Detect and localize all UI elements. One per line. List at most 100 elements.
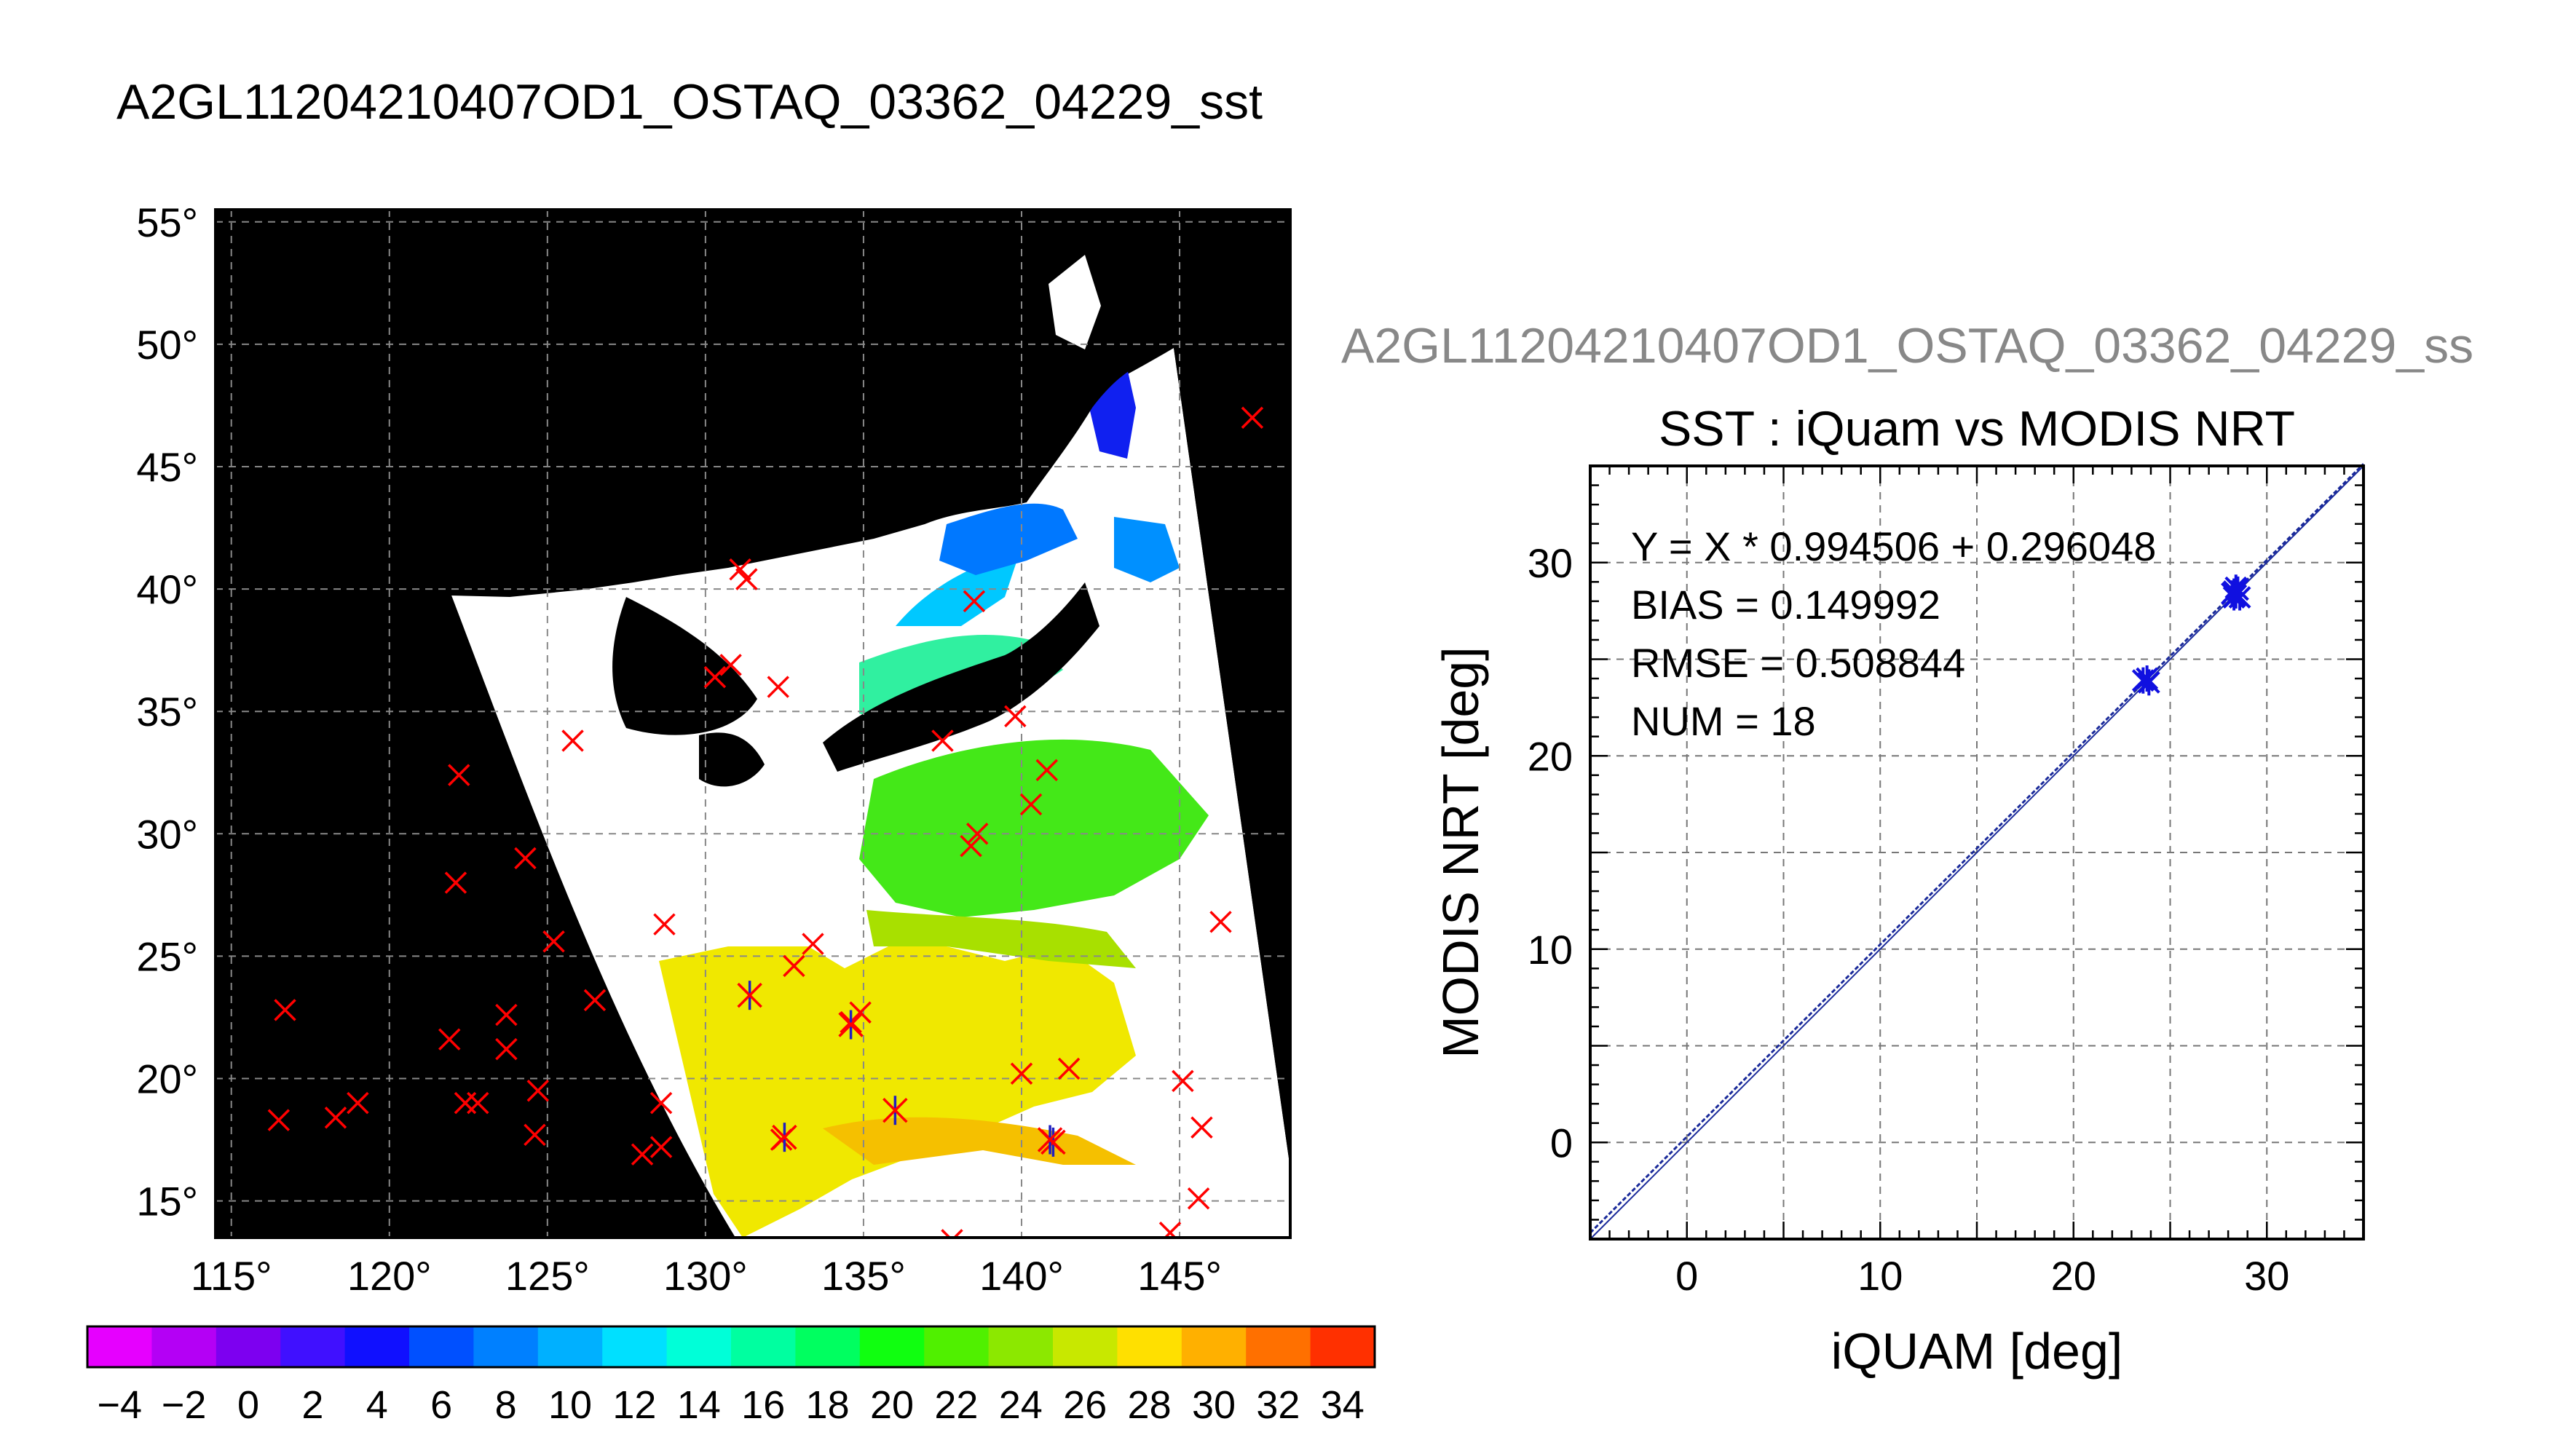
colorbar-cell [216,1326,281,1367]
colorbar-tick-label: −4 [97,1383,142,1427]
cross-marker [1158,1222,1182,1238]
y-tick-label: 20 [1528,733,1573,779]
cross-marker [729,558,751,581]
cross-marker [467,1091,489,1115]
sst-yellowgreen-region [866,910,1136,968]
cross-marker [495,1037,518,1061]
cross-marker [767,676,789,698]
lon-tick-label: 135° [821,1253,906,1299]
cross-marker [1187,1187,1210,1210]
colorbar-cells [87,1326,1375,1367]
cross-marker [324,1107,347,1129]
cross-marker [542,930,565,953]
cross-marker [649,1091,673,1115]
x-tick-label: 30 [2244,1253,2289,1299]
cross-marker [1296,589,1316,609]
cross-marker [802,933,824,955]
scatter-plot: SST : iQuam vs MODIS NRT Y = X * 0.99450… [1432,401,2365,1380]
colorbar-tick-label: 18 [806,1383,850,1427]
lon-tick-label: 125° [505,1253,590,1299]
land-korea [612,597,757,735]
lat-tick-label: 35° [136,689,198,735]
land-kyushu [699,732,765,787]
cross-marker [495,1003,518,1026]
star-marker [838,1010,864,1040]
colorbar-tick-label: 22 [934,1383,978,1427]
sst-warm-region [659,939,1136,1238]
cross-marker [1172,1069,1194,1093]
latitude-tick-labels: 15° 20° 25° 30° 35° 40° 45° 50° 55° [136,199,198,1224]
colorbar-tick-label: 30 [1192,1383,1236,1427]
colorbar-tick-label: 6 [430,1383,452,1427]
cross-marker [524,1123,546,1147]
cross-marker [526,1080,550,1102]
colorbar-cell [1310,1326,1375,1367]
cross-marker [719,654,742,676]
colorbar-tick-label: 32 [1256,1383,1300,1427]
colorbar-tick-label: 12 [612,1383,656,1427]
swath-east-edge [1174,348,1290,1168]
colorbar-cell [924,1326,990,1367]
colorbar-tick-label: 34 [1321,1383,1365,1427]
y-tick-label: 0 [1550,1120,1573,1166]
page-title: A2GL11204210407OD1_OSTAQ_03362_04229_sst [117,74,1263,130]
y-tick-label: 30 [1528,540,1573,586]
sst-map: 15° 20° 25° 30° 35° 40° 45° 50° 55° 115° 120° 125°… [136,199,1316,1299]
colorbar-cell [344,1326,410,1367]
cross-marker [444,871,467,894]
x-tick-label: 20 [2051,1253,2096,1299]
colorbar-cell [1117,1326,1182,1367]
cross-marker [631,1143,654,1166]
cross-marker [448,764,470,786]
fit-line [1589,463,2365,1234]
sst-blue-region [939,503,1078,575]
cross-marker [561,729,584,752]
scatter-points [2131,574,2251,696]
cross-marker [274,999,296,1021]
scatter-frame [1589,464,2365,1241]
y-tick-label: 10 [1528,927,1573,973]
stats-line: BIAS = 0.149992 [1631,582,1940,628]
lon-tick-label: 140° [979,1253,1064,1299]
cross-marker [514,847,537,870]
colorbar-tick-labels: −4 −2 0 2 4 6 8 10 12 14 16 18 20 22 24 26 28 30 32 34 [97,1383,1364,1427]
x-tick-label: 0 [1675,1253,1698,1299]
colorbar-cell [731,1326,796,1367]
colorbar-tick-label: 2 [301,1383,323,1427]
cross-marker [267,1109,291,1131]
colorbar-cell [473,1326,539,1367]
colorbar-tick-label: 8 [495,1383,517,1427]
cross-marker [735,568,758,590]
cross-marker [649,1136,673,1158]
x-tick-label: 10 [1857,1253,1903,1299]
colorbar-cell [1053,1326,1118,1367]
colorbar-cell [602,1326,668,1367]
land-japan [823,582,1099,772]
cross-marker [653,913,676,935]
colorbar-frame [86,1325,1376,1369]
lon-tick-label: 115° [191,1253,272,1299]
sst-green-region [859,739,1209,917]
cross-marker [931,729,954,752]
sst-hot-region [823,1117,1136,1165]
stats-line: RMSE = 0.508844 [1631,640,1965,686]
colorbar-tick-label: 14 [677,1383,721,1427]
scatter-title: SST : iQuam vs MODIS NRT [1659,401,2295,456]
stats-line: Y = X * 0.994506 + 0.296048 [1631,523,2156,569]
cross-marker [703,665,727,689]
cross-marker [1190,1116,1213,1139]
star-marker [1037,1125,1063,1155]
scatter-point [2222,584,2246,611]
cross-marker [963,590,986,613]
matchup-star-markers [737,981,1066,1157]
star-marker [772,1123,797,1152]
regression-stats: Y = X * 0.994506 + 0.296048 BIAS = 0.1499… [1631,523,2156,744]
colorbar-cell [666,1326,732,1367]
colorbar-cell [795,1326,861,1367]
cross-marker [941,1229,963,1238]
colorbar-tick-label: 28 [1128,1383,1172,1427]
colorbar-cell [1181,1326,1247,1367]
star-marker [737,981,762,1010]
cross-marker [965,823,989,845]
